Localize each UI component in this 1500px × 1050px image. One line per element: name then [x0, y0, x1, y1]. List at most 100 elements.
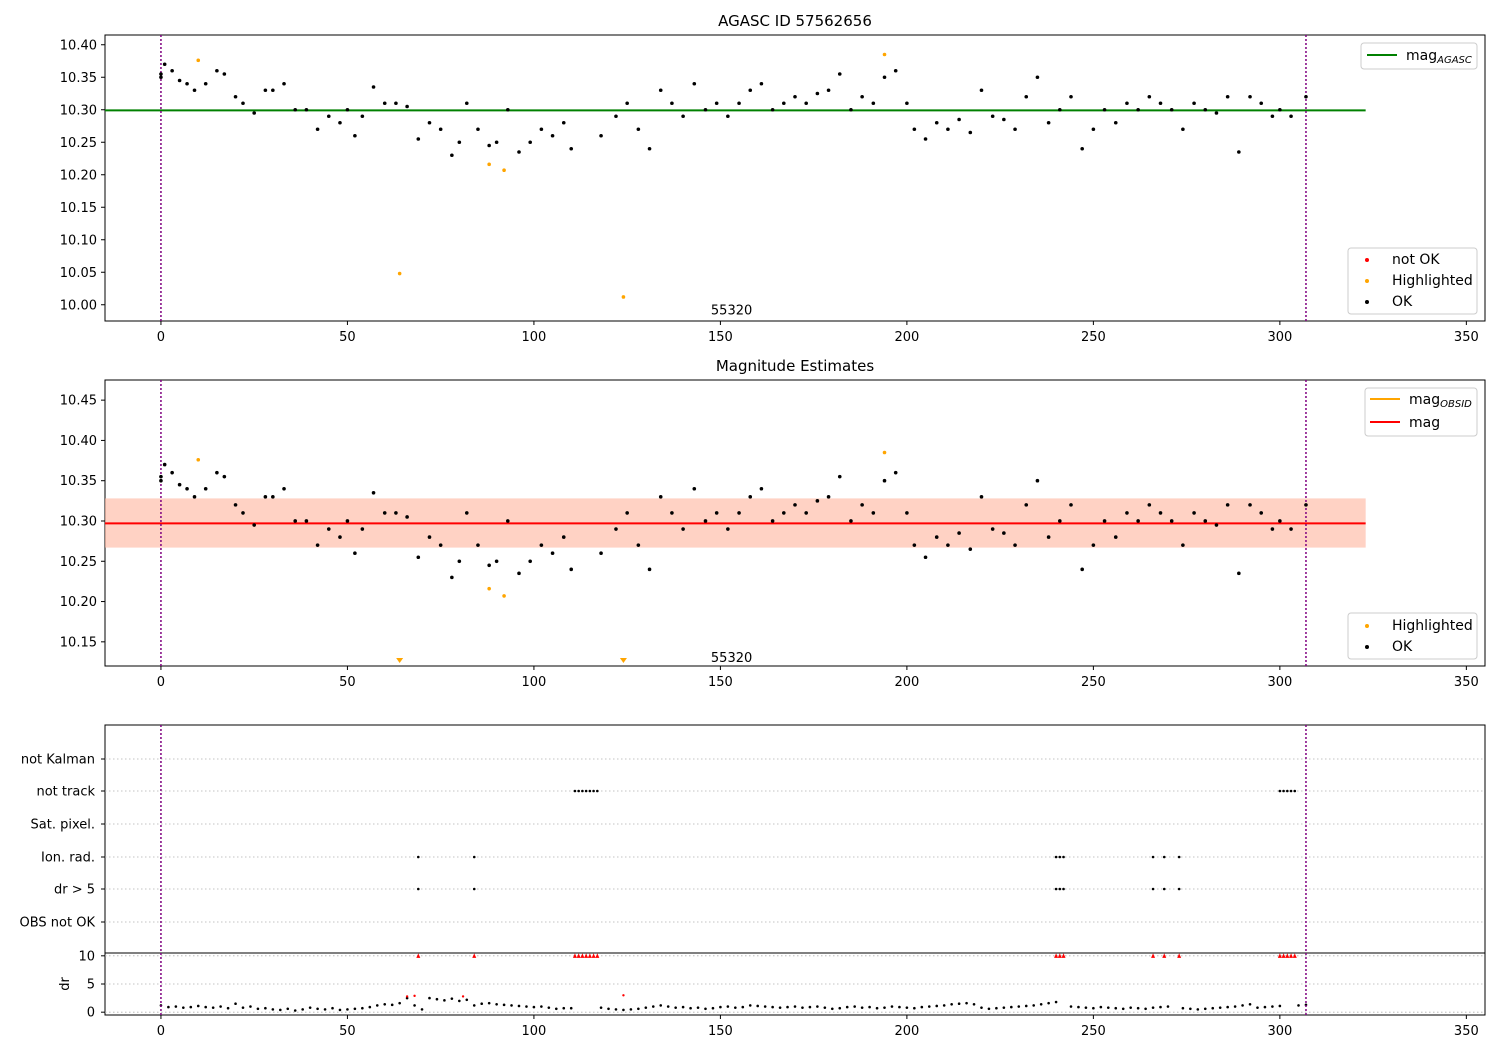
panel1-point-ok — [159, 75, 163, 80]
panel1-point-ok — [882, 75, 887, 80]
dr-point — [525, 1005, 528, 1008]
panel1-point-ok — [770, 107, 775, 112]
panel1-point-ok — [1035, 75, 1040, 80]
panel1-point-ok — [647, 146, 652, 151]
dr-point — [174, 1005, 178, 1008]
panel1-point-ok — [1102, 107, 1107, 112]
dr-point — [234, 1002, 237, 1006]
panel1-point-ok — [1214, 111, 1219, 115]
flag-point — [592, 789, 595, 793]
panel2-point-ok — [1147, 503, 1152, 507]
panel1-point-ok — [528, 140, 532, 145]
panel3-x-tick-label: 0 — [157, 1024, 165, 1039]
dr-over-range-marker — [1162, 953, 1167, 958]
panel1-point-ok — [304, 107, 309, 112]
dr-point — [331, 1006, 334, 1010]
panel2-point-ok — [826, 495, 831, 499]
dr-point — [278, 1008, 282, 1012]
dr-point — [510, 1004, 513, 1007]
panel2-point-ok — [815, 499, 820, 503]
dr-point — [987, 1007, 991, 1011]
dr-y-tick-label: 0 — [87, 1006, 95, 1021]
panel1-x-tick-label: 200 — [894, 330, 919, 345]
panel2-point-ok — [1225, 503, 1230, 507]
panel2-point-ok — [737, 511, 741, 515]
panel2-point-ok — [905, 511, 909, 515]
dr-point — [1256, 1006, 1259, 1009]
panel1-point-ok — [371, 85, 376, 89]
panel2-point-ok — [353, 551, 357, 556]
panel2-point-ok — [1002, 531, 1006, 535]
panel1-point-ok — [561, 120, 566, 125]
flag-label: Ion. rad. — [41, 851, 95, 866]
panel1-point-ok — [1069, 94, 1073, 99]
dr-point — [622, 1008, 625, 1012]
panel1-x-axis: 0 50 100 150 200 250 300 350 — [157, 321, 1479, 345]
dr-over-range-marker — [1054, 953, 1059, 958]
panel1-y-tick-label: 10.25 — [60, 136, 97, 151]
panel1-point-highlighted — [882, 52, 887, 57]
panel1-y-tick-label: 10.00 — [60, 298, 97, 313]
dr-over-range-marker — [1292, 953, 1297, 958]
flag-point — [472, 855, 476, 859]
dr-point — [637, 1007, 640, 1011]
panel1-point-ok — [692, 81, 697, 86]
panel2-point-ok — [215, 470, 219, 475]
panel2-point-ok — [837, 474, 842, 479]
panel2-point-ok — [1181, 543, 1185, 547]
dr-point — [1181, 1006, 1185, 1010]
dr-point — [532, 1005, 536, 1009]
dr-point — [801, 1006, 804, 1009]
panel2-point-ok — [893, 470, 898, 475]
panel1-point-ok — [326, 114, 331, 119]
panel3-x-tick-label: 250 — [1081, 1024, 1106, 1039]
dr-point — [995, 1006, 998, 1010]
panel2-point-ok — [159, 478, 163, 483]
dr-point — [599, 1006, 603, 1009]
panel1-point-ok — [1278, 107, 1282, 112]
panel1-point-ok — [979, 88, 984, 93]
panel1-point-ok — [726, 114, 730, 119]
panel2-point-ok — [371, 490, 376, 495]
dr-point — [368, 1005, 372, 1009]
dr-point — [1151, 1006, 1155, 1009]
panel1-y-tick-label: 10.05 — [60, 266, 97, 281]
legend-label-mag: mag — [1409, 415, 1440, 431]
dr-point — [972, 1002, 976, 1006]
panel2-point-ok — [770, 519, 775, 523]
legend-box — [1360, 42, 1478, 70]
dr-point — [756, 1004, 760, 1008]
panel1-point-ok — [192, 88, 197, 93]
flag-point — [588, 789, 592, 793]
panel2-x-tick-label: 50 — [339, 675, 356, 690]
panel2-point-ok — [241, 511, 245, 515]
flag-point — [1062, 887, 1065, 891]
dr-point — [890, 1005, 894, 1008]
panel2-y-tick-label: 10.25 — [60, 555, 97, 570]
dr-point — [696, 1006, 700, 1009]
panel1-point-ok — [1225, 94, 1230, 99]
panel2-point-ok — [222, 474, 227, 479]
panel3-x-tick-label: 150 — [708, 1024, 733, 1039]
panel2-point-highlighted — [882, 450, 887, 455]
panel2-point-ok — [539, 543, 544, 547]
panel2-point-ok — [293, 519, 298, 523]
panel1-point-ok — [815, 91, 820, 96]
panel1-point-ok — [338, 120, 342, 125]
flag-point — [1289, 789, 1293, 793]
dr-point — [1121, 1007, 1125, 1011]
dr-point-not-ok — [461, 995, 465, 998]
dr-point — [196, 1004, 200, 1008]
panel1-point-ok — [968, 130, 973, 135]
flag-point — [1162, 887, 1166, 891]
dr-point — [1032, 1004, 1036, 1007]
panel1-point-ok — [539, 127, 544, 132]
dr-point — [502, 1003, 506, 1007]
legend-marker-ok — [1365, 645, 1369, 649]
panel1-point-ok — [315, 127, 320, 132]
panel1-point-ok — [345, 107, 350, 112]
panel1-point-ok — [934, 120, 939, 125]
panel1-point-ok — [804, 101, 808, 106]
flag-point — [1177, 855, 1181, 859]
